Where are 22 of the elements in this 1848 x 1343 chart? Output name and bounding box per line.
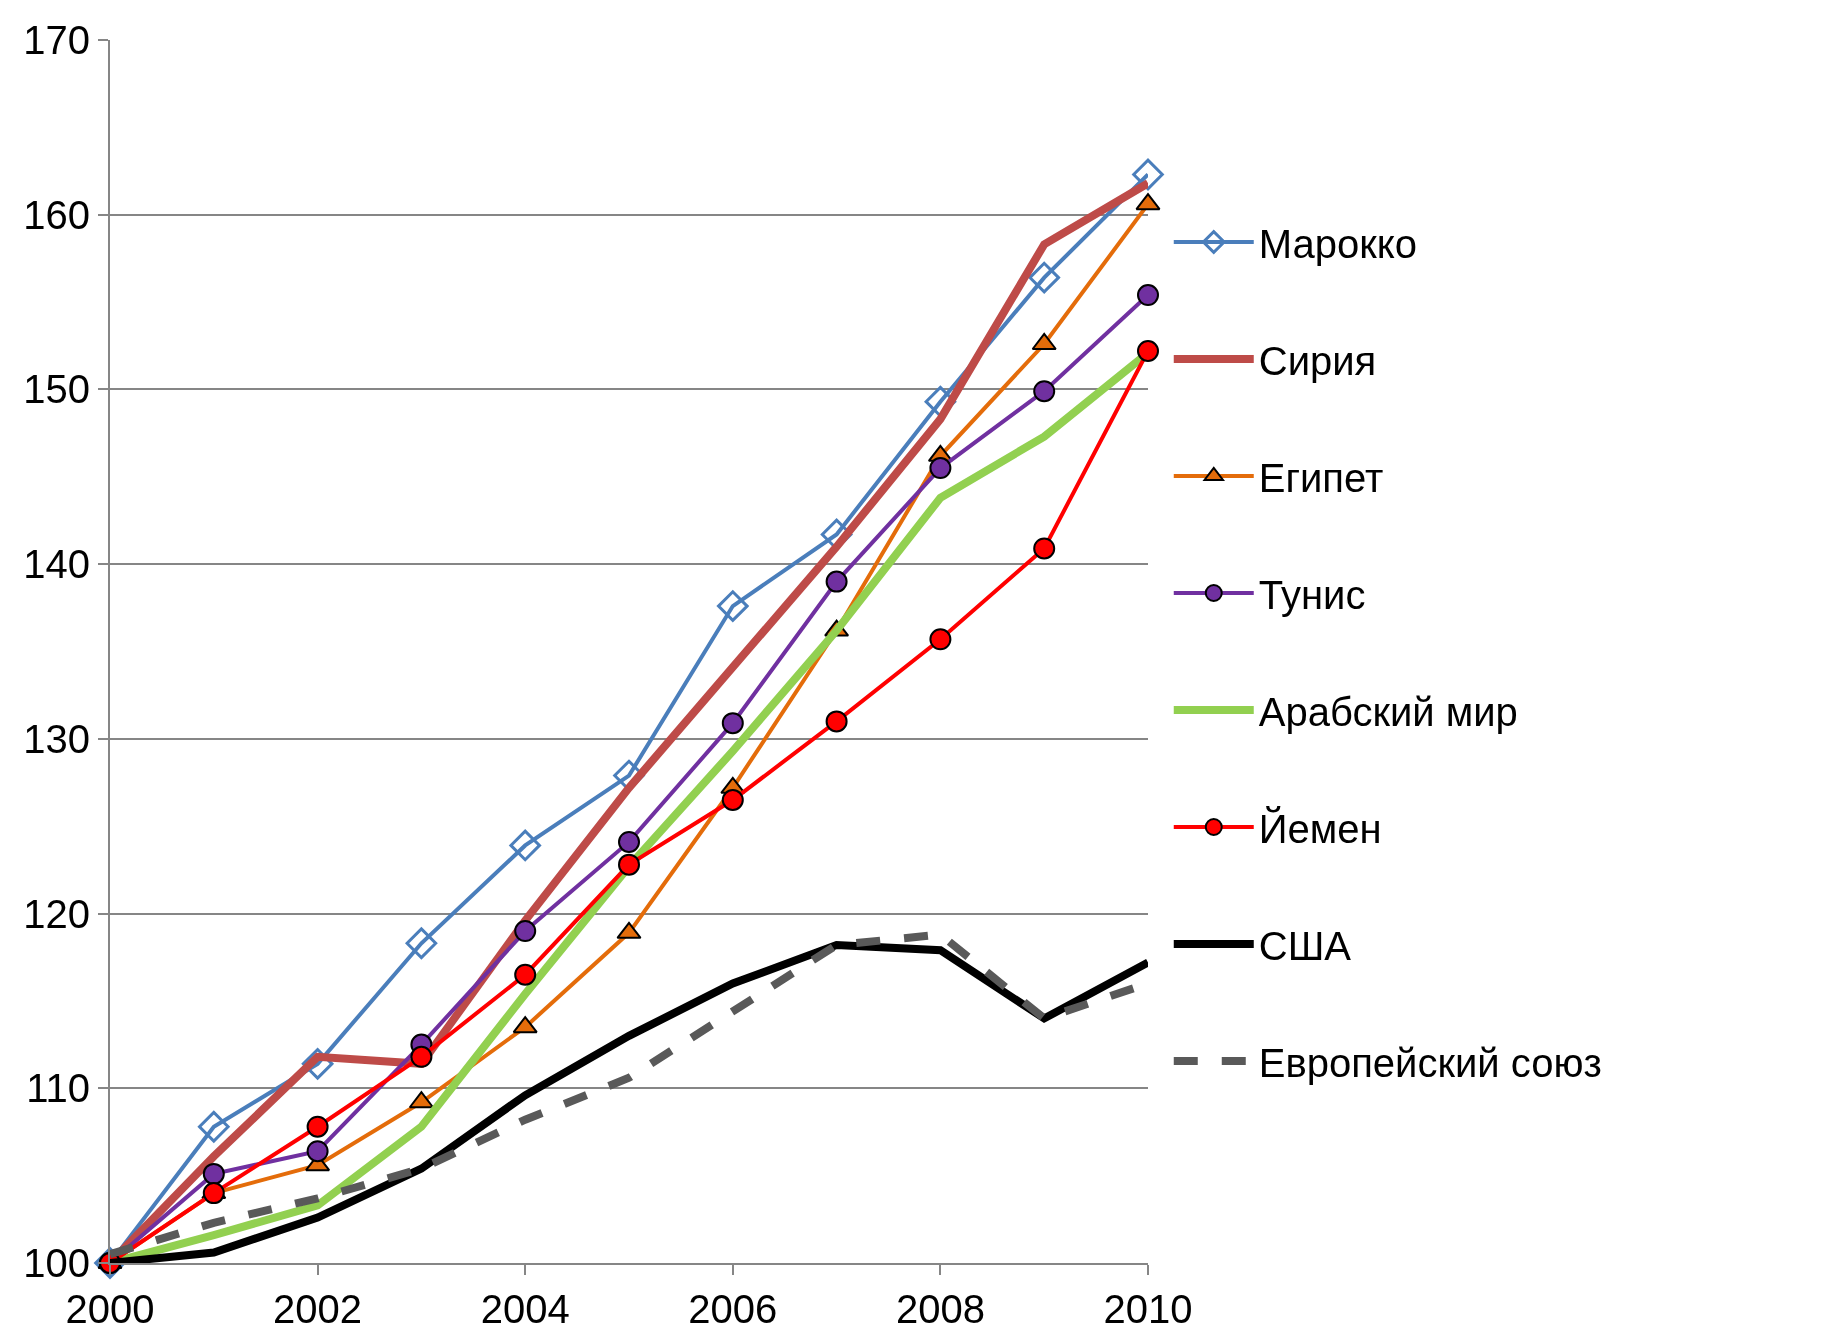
x-tick-label: 2004 — [480, 1287, 570, 1331]
legend-label: Сирия — [1258, 338, 1377, 383]
y-tick-label: 140 — [23, 542, 90, 587]
x-tick-label: 2006 — [688, 1287, 778, 1331]
y-tick-label: 150 — [23, 367, 90, 412]
legend-label: Йемен — [1258, 805, 1382, 851]
y-tick-label: 110 — [26, 1066, 90, 1111]
legend-label: Европейский союз — [1258, 1040, 1602, 1085]
legend-label: Египет — [1258, 455, 1384, 500]
x-tick-label: 2010 — [1103, 1287, 1193, 1331]
y-tick-label: 100 — [23, 1241, 90, 1285]
legend-label: Арабский мир — [1258, 689, 1518, 734]
x-tick-label: 2000 — [65, 1287, 155, 1331]
y-tick-label: 170 — [23, 18, 90, 62]
legend-label: Марокко — [1258, 221, 1417, 266]
y-tick-label: 120 — [23, 891, 90, 936]
y-tick-label: 130 — [23, 716, 90, 761]
y-tick-label: 160 — [23, 192, 90, 237]
legend-label: Тунис — [1258, 572, 1366, 617]
x-tick-label: 2008 — [895, 1287, 985, 1331]
x-tick-label: 2002 — [273, 1287, 363, 1331]
legend-label: США — [1258, 923, 1352, 968]
